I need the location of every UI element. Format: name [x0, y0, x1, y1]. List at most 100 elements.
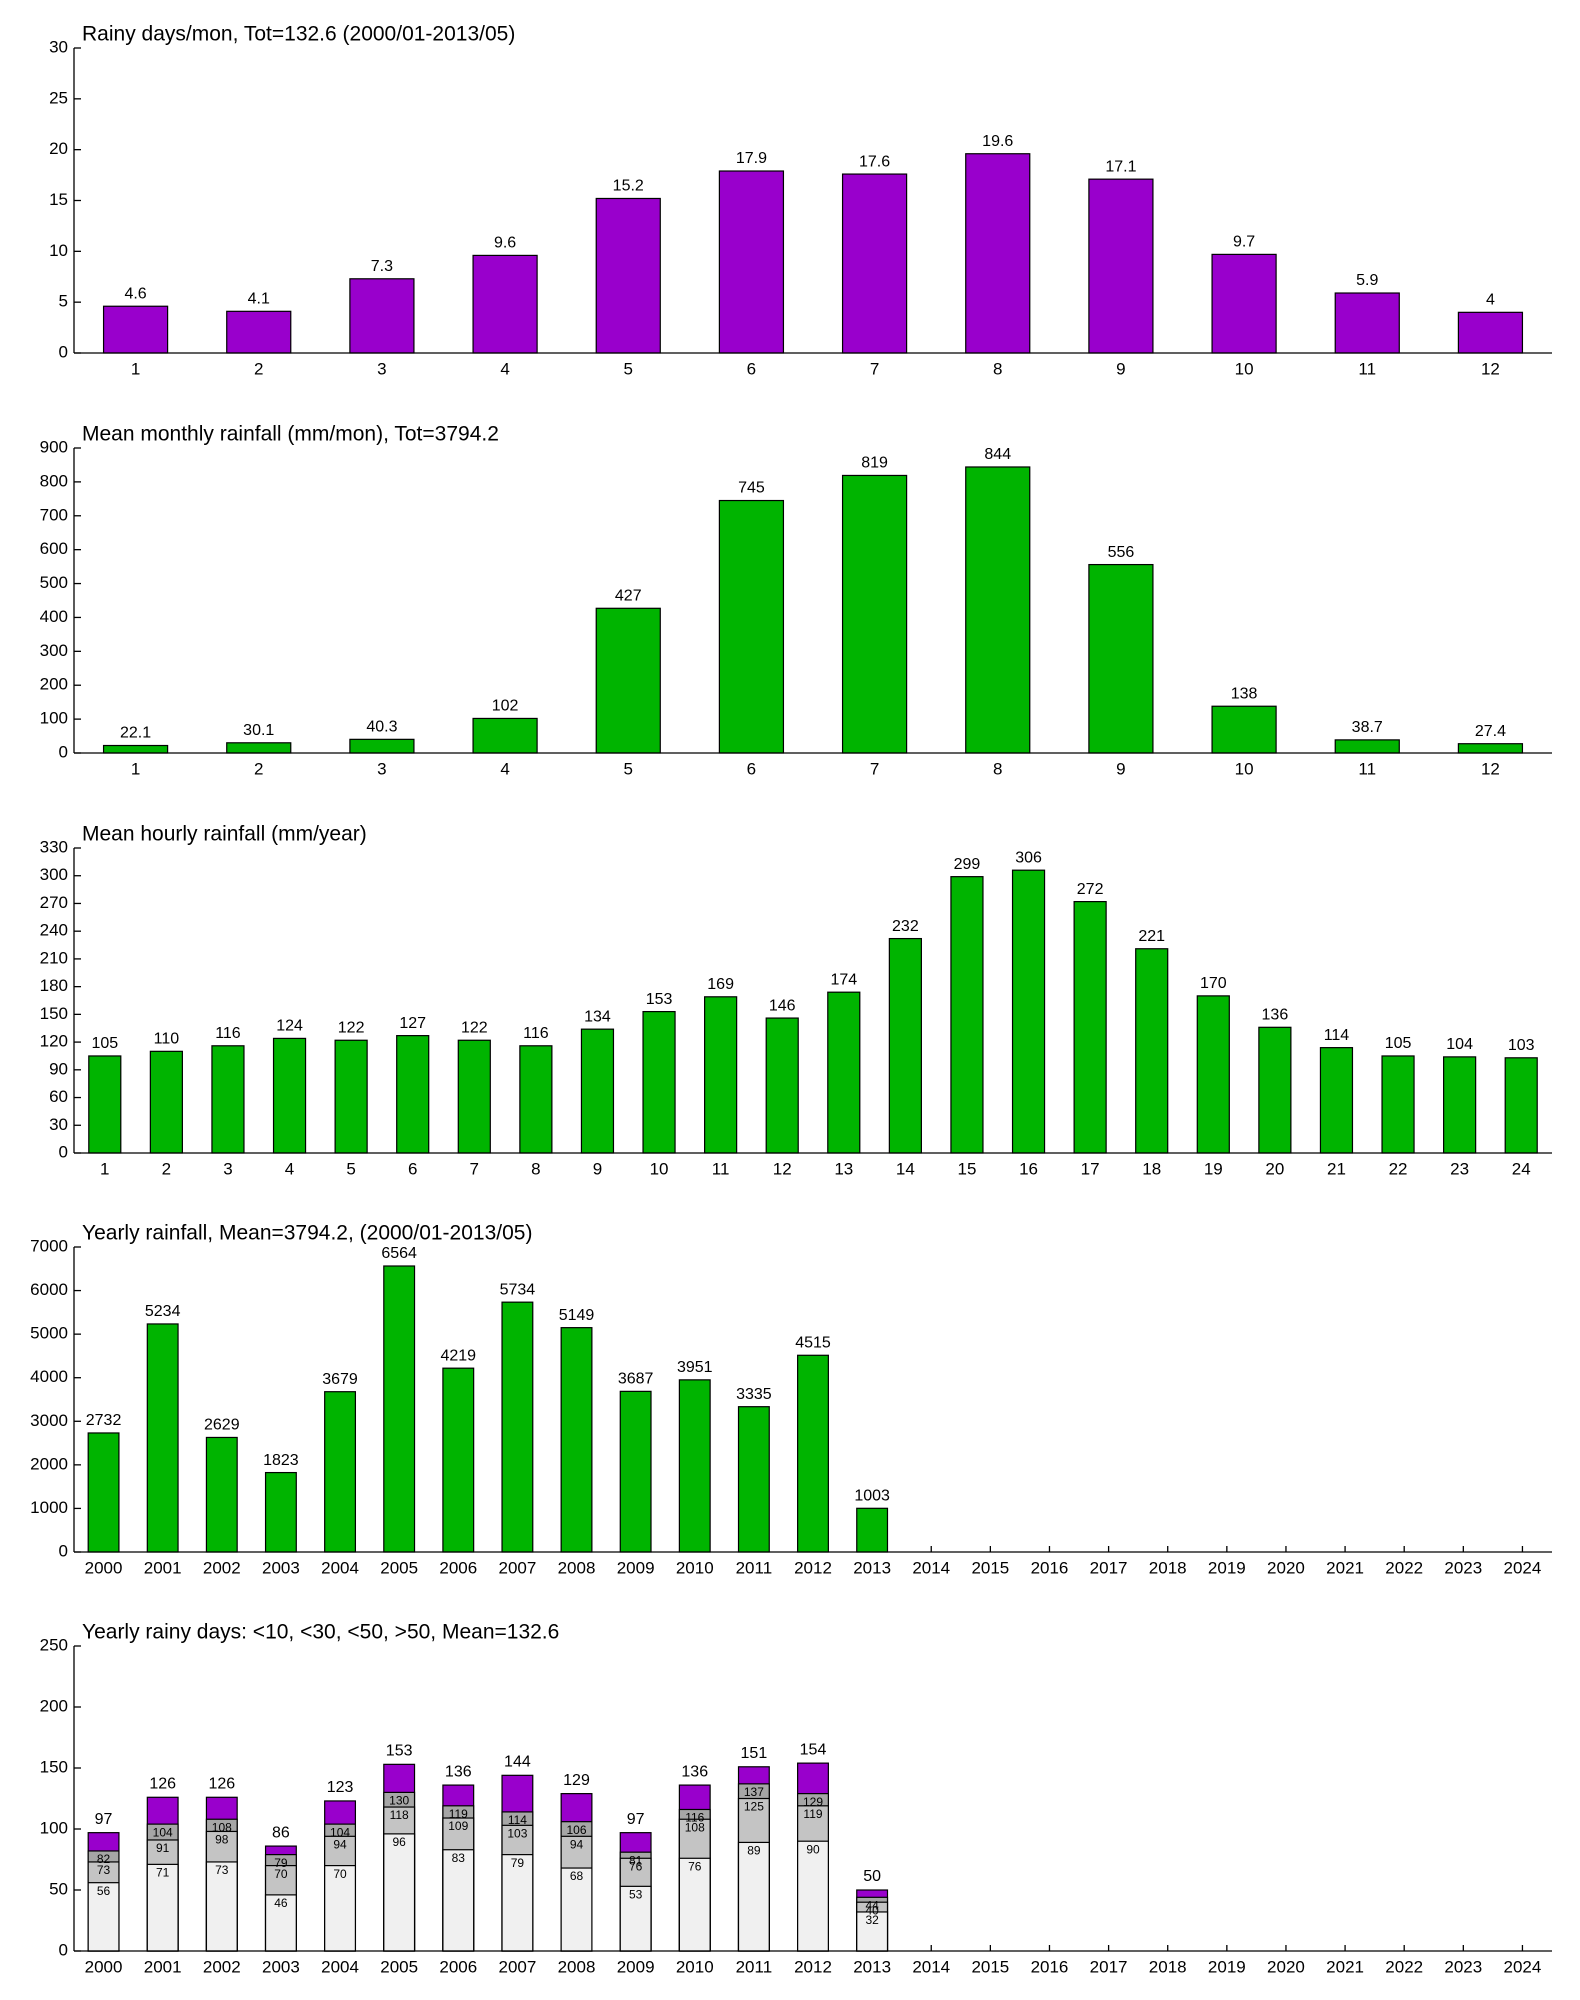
x-tick-label: 15 — [957, 1159, 976, 1178]
x-tick-label: 2020 — [1267, 1957, 1305, 1976]
value-label: 221 — [1138, 928, 1165, 945]
bar — [595, 197, 661, 354]
bar — [149, 1050, 183, 1154]
x-tick-label: 1 — [100, 1159, 109, 1178]
bar — [965, 153, 1031, 354]
x-tick-label: 7 — [870, 759, 879, 778]
x-tick-label: 11 — [1358, 359, 1376, 378]
x-tick-label: 2010 — [676, 1558, 714, 1577]
y-tick-label: 300 — [40, 865, 68, 884]
bar — [718, 170, 785, 354]
bar — [965, 466, 1031, 754]
x-tick-label: 2020 — [1267, 1558, 1305, 1577]
bar — [442, 1367, 475, 1553]
x-tick-label: 5 — [624, 759, 633, 778]
y-tick-label: 50 — [49, 1879, 68, 1898]
y-tick-label: 3000 — [30, 1411, 68, 1430]
value-label: 15.2 — [613, 178, 644, 195]
value-label: 153 — [646, 991, 673, 1008]
x-tick-label: 2015 — [971, 1558, 1009, 1577]
value-label: 556 — [1108, 544, 1135, 561]
value-label: 4515 — [795, 1334, 831, 1351]
y-tick-label: 270 — [40, 893, 68, 912]
x-tick-label: 2001 — [144, 1558, 182, 1577]
x-tick-label: 2024 — [1504, 1957, 1542, 1976]
value-label: 98 — [215, 1833, 229, 1847]
value-label: 151 — [741, 1745, 768, 1762]
value-label: 108 — [212, 1820, 232, 1834]
bar — [580, 1028, 615, 1154]
value-label: 106 — [567, 1823, 587, 1837]
x-tick-label: 2013 — [853, 1957, 891, 1976]
bar — [1135, 948, 1169, 1154]
bar — [205, 1436, 238, 1553]
bar — [678, 1379, 711, 1553]
value-label: 129 — [563, 1772, 590, 1789]
x-tick-label: 2 — [254, 359, 263, 378]
y-tick-label: 20 — [49, 139, 68, 158]
value-label: 122 — [461, 1019, 488, 1036]
value-label: 17.6 — [859, 153, 890, 170]
x-tick-label: 11 — [1358, 759, 1376, 778]
x-tick-label: 2017 — [1090, 1558, 1128, 1577]
value-label: 3335 — [736, 1386, 772, 1403]
y-tick-label: 400 — [40, 607, 68, 626]
bar — [856, 1911, 889, 1952]
bar — [226, 742, 292, 754]
bar — [1381, 1055, 1415, 1154]
bar — [1319, 1047, 1354, 1154]
x-tick-label: 2 — [162, 1159, 171, 1178]
value-label: 9.6 — [494, 235, 516, 252]
x-tick-label: 10 — [1235, 759, 1254, 778]
x-tick-label: 8 — [531, 1159, 540, 1178]
bar — [264, 1471, 297, 1553]
x-tick-label: 4 — [500, 359, 509, 378]
x-tick-label: 2000 — [85, 1558, 123, 1577]
x-tick-label: 2005 — [380, 1957, 418, 1976]
bar — [841, 474, 908, 754]
chart-title: Rainy days/mon, Tot=132.6 (2000/01-2013/… — [82, 23, 515, 46]
x-tick-label: 2018 — [1149, 1957, 1187, 1976]
x-tick-label: 2023 — [1444, 1558, 1482, 1577]
value-label: 73 — [215, 1863, 229, 1877]
value-label: 81 — [629, 1853, 643, 1867]
bar — [205, 1861, 238, 1952]
value-label: 50 — [863, 1868, 881, 1885]
value-label: 5234 — [145, 1303, 181, 1320]
value-label: 5149 — [559, 1307, 595, 1324]
y-tick-label: 10 — [49, 241, 68, 260]
bar — [102, 305, 169, 354]
value-label: 4.6 — [124, 285, 146, 302]
bar — [1504, 1057, 1538, 1154]
value-label: 73 — [97, 1863, 111, 1877]
x-tick-label: 2016 — [1031, 1957, 1069, 1976]
bar — [827, 991, 861, 1154]
value-label: 40 — [865, 1903, 879, 1917]
value-label: 2732 — [86, 1412, 122, 1429]
x-tick-label: 8 — [993, 759, 1002, 778]
bar — [619, 1390, 652, 1553]
x-tick-label: 17 — [1081, 1159, 1100, 1178]
value-label: 104 — [1446, 1036, 1473, 1053]
x-tick-label: 2002 — [203, 1957, 241, 1976]
value-label: 124 — [276, 1018, 303, 1035]
y-tick-label: 1000 — [30, 1498, 68, 1517]
value-label: 306 — [1015, 849, 1042, 866]
value-label: 299 — [954, 856, 981, 873]
bar — [324, 1391, 357, 1553]
value-label: 30.1 — [243, 722, 274, 739]
value-label: 27.4 — [1475, 723, 1506, 740]
y-tick-label: 330 — [40, 837, 68, 856]
bar — [765, 1017, 799, 1154]
y-tick-label: 600 — [40, 539, 68, 558]
value-label: 91 — [156, 1841, 170, 1855]
y-tick-label: 200 — [40, 1696, 68, 1715]
value-label: 19.6 — [982, 133, 1013, 150]
bar — [595, 607, 661, 754]
value-label: 129 — [803, 1795, 823, 1809]
y-tick-label: 2000 — [30, 1454, 68, 1473]
x-tick-label: 6 — [747, 359, 756, 378]
x-tick-label: 22 — [1389, 1159, 1408, 1178]
bar — [1457, 743, 1524, 754]
bar — [349, 278, 415, 354]
